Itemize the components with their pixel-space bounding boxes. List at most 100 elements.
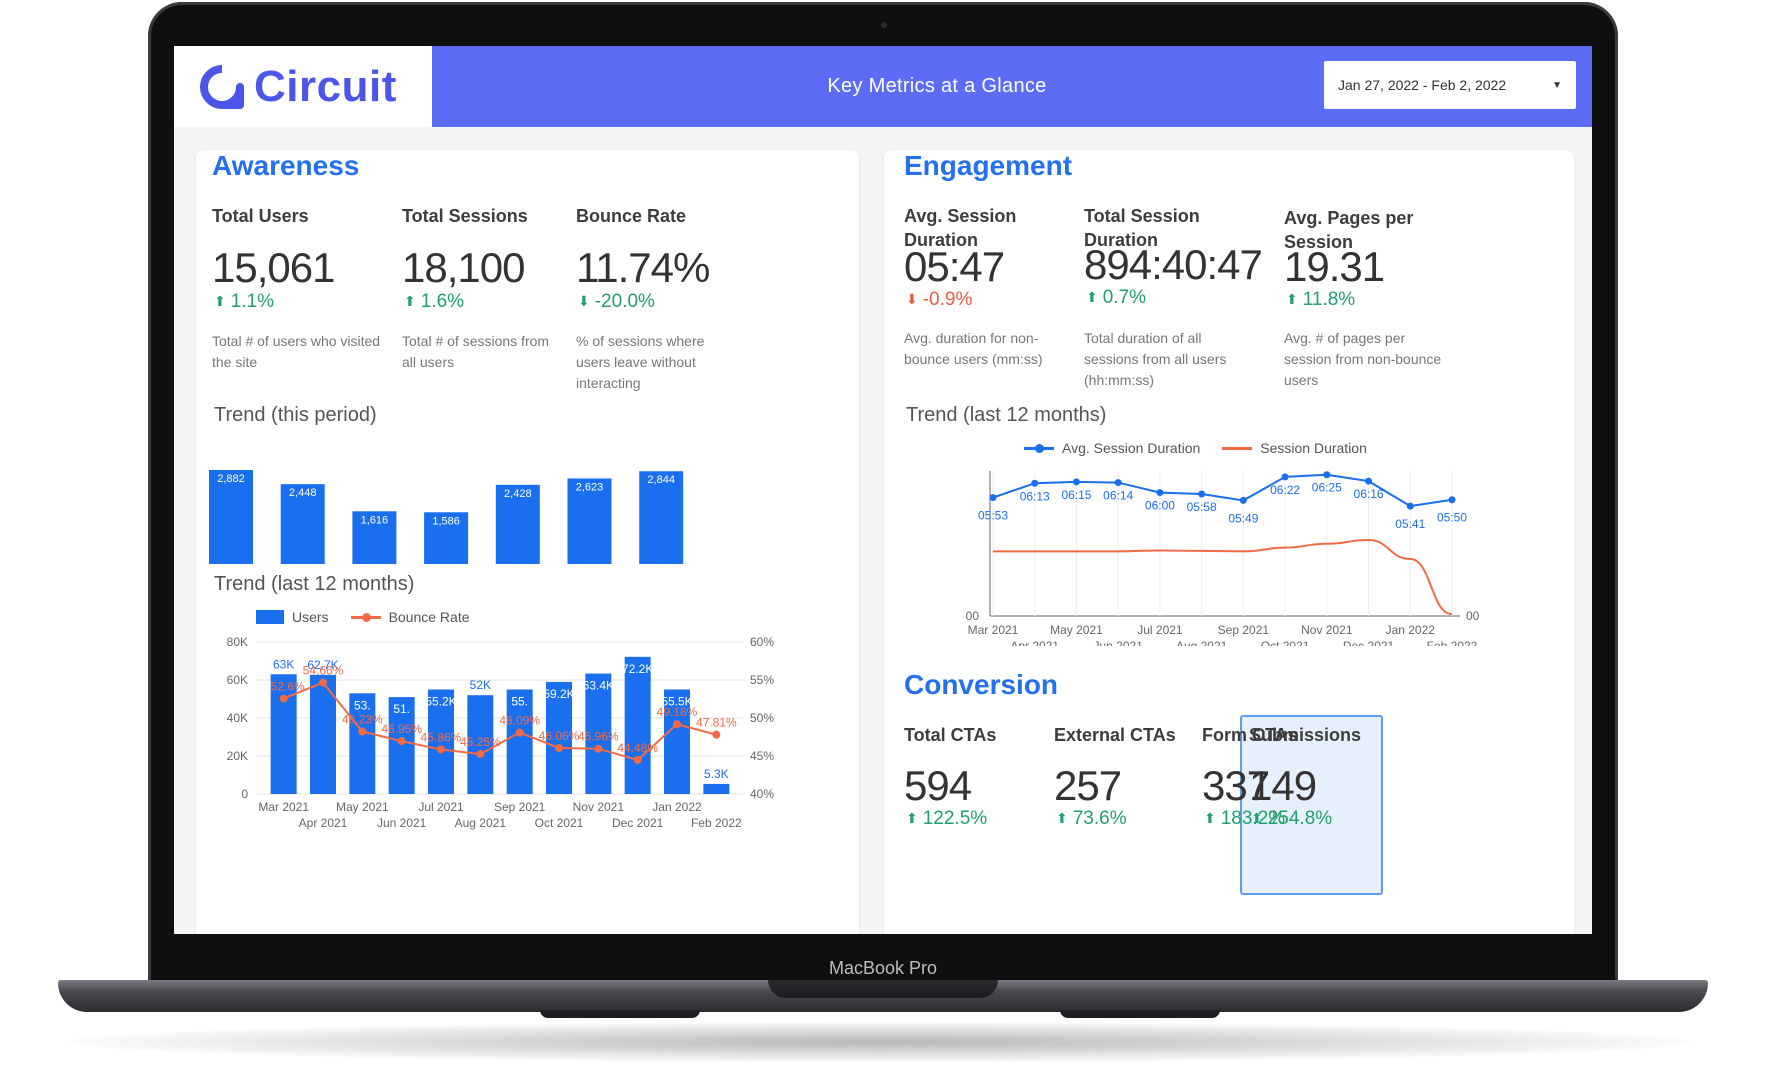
total-ctas-change: ⬆ 122.5% <box>906 808 987 830</box>
engagement-trend-title: Trend (last 12 months) <box>906 404 1107 426</box>
arrow-up-icon: ⬆ <box>404 293 416 309</box>
users-bar-label: 72.2K <box>622 662 653 676</box>
users-bar <box>624 656 651 794</box>
arrow-up-icon: ⬆ <box>906 810 918 826</box>
avg-session-duration-label: 05:49 <box>1228 511 1258 525</box>
submissions-change-value: 254.8% <box>1267 808 1333 829</box>
date-range-value: Jan 27, 2022 - Feb 2, 2022 <box>1338 77 1507 93</box>
x-tick-label: Apr 2021 <box>1010 639 1059 646</box>
period-bar <box>209 470 253 564</box>
y2-tick-label: 45% <box>750 749 774 763</box>
engagement-title: Engagement <box>904 150 1073 181</box>
x-tick-label: Oct 2021 <box>1261 639 1310 646</box>
legend-users-swatch <box>256 610 284 624</box>
avg-session-duration-point <box>1281 473 1289 481</box>
users-bar-label: 63K <box>273 657 294 671</box>
x-tick-label: Sep 2021 <box>494 800 546 814</box>
avg-session-duration-change-value: -0.9% <box>922 289 973 310</box>
avg-session-duration-change: ⬇ -0.9% <box>906 289 972 311</box>
bounce-rate-point <box>555 743 563 752</box>
date-range-picker[interactable]: Jan 27, 2022 - Feb 2, 2022 ▼ <box>1324 61 1576 109</box>
total-users-change-value: 1.1% <box>230 291 275 312</box>
y-tick-label: 80K <box>227 635 248 649</box>
form-ctas-change-value: 183.2% <box>1220 808 1286 829</box>
x-tick-label: Jun 2021 <box>1093 639 1143 646</box>
x-tick-label: Sep 2021 <box>1218 623 1270 637</box>
avg-session-duration-point <box>1072 478 1080 486</box>
dashboard-header: Circuit Key Metrics at a Glance Jan 27, … <box>174 46 1592 127</box>
avg-session-duration-label: 05:53 <box>978 509 1008 523</box>
y2-tick-label: 60% <box>750 635 774 649</box>
users-bar <box>467 695 494 794</box>
x-tick-label: Nov 2021 <box>573 800 625 814</box>
y-left-tick: 00 <box>966 609 980 623</box>
total-session-duration-change: ⬆ 0.7% <box>1086 287 1146 309</box>
arrow-down-icon: ⬇ <box>578 293 590 309</box>
users-bar <box>703 783 730 794</box>
total-sessions-value: 18,100 <box>402 244 525 291</box>
laptop-notch <box>768 980 998 998</box>
period-bar-label: 1,586 <box>432 515 460 527</box>
bounce-rate-change-value: -20.0% <box>594 291 655 312</box>
users-bar-label: 51. <box>393 702 410 716</box>
legend-avg-duration-label: Avg. Session Duration <box>1062 440 1201 456</box>
external-ctas-change: ⬆ 73.6% <box>1056 808 1127 830</box>
x-tick-label: Dec 2021 <box>1343 639 1395 646</box>
users-bar-label: 62.7K <box>307 658 338 672</box>
legend-users-label: Users <box>292 609 329 625</box>
dashboard-screen: Circuit Key Metrics at a Glance Jan 27, … <box>174 46 1592 934</box>
avg-session-duration-label: 05:41 <box>1395 517 1425 531</box>
submissions-value: 149 <box>1249 762 1317 809</box>
form-ctas-label: Form CTAs <box>1202 725 1298 745</box>
users-bar <box>546 681 572 794</box>
bounce-rate-point <box>319 678 327 687</box>
awareness-title: Awareness <box>212 150 360 181</box>
y2-tick-label: 55% <box>750 673 774 687</box>
submissions-label: Submissions <box>1249 725 1362 745</box>
bounce-rate-label: 49.18% <box>657 705 698 719</box>
bounce-rate-change: ⬇ -20.0% <box>578 291 655 313</box>
period-bar-label: 2,882 <box>217 473 245 485</box>
avg-session-duration-label: 06:13 <box>1020 489 1050 503</box>
avg-session-duration-label: 06:15 <box>1061 488 1091 502</box>
avg-session-duration-point <box>1406 502 1414 510</box>
avg-session-duration-value: 05:47 <box>904 243 1005 290</box>
laptop-shadow <box>70 1022 1690 1062</box>
x-tick-label: Aug 2021 <box>1176 639 1228 646</box>
y-tick-label: 60K <box>227 673 248 687</box>
users-bar <box>349 693 376 794</box>
bounce-rate-label: 46.06% <box>539 729 580 743</box>
total-ctas-value: 594 <box>904 762 972 809</box>
logo-text: Circuit <box>254 61 397 111</box>
period-bar <box>495 484 540 564</box>
bounce-rate-point <box>397 737 406 746</box>
x-tick-label: Jul 2021 <box>1137 623 1183 637</box>
legend-users: Users <box>256 609 329 625</box>
avg-session-duration-point <box>1365 477 1373 485</box>
avg-session-duration-point <box>1239 496 1247 504</box>
submissions-highlight[interactable] <box>1240 715 1383 895</box>
users-bar <box>506 689 533 794</box>
x-tick-label: May 2021 <box>1050 623 1103 637</box>
total-sessions-change: ⬆ 1.6% <box>404 291 464 313</box>
total-session-duration-desc: Total duration of all sessions from all … <box>1084 330 1227 388</box>
external-ctas-change-value: 73.6% <box>1072 808 1127 829</box>
y-tick-label: 0 <box>241 787 248 801</box>
avg-session-duration-point <box>1114 479 1122 487</box>
laptop-foot-right <box>1060 1010 1220 1018</box>
x-tick-label: Oct 2021 <box>535 816 584 830</box>
trend-period-title: Trend (this period) <box>214 404 377 426</box>
avg-session-duration-label: 05:50 <box>1437 511 1467 525</box>
laptop-foot-left <box>540 1010 700 1018</box>
arrow-up-icon: ⬆ <box>214 293 226 309</box>
legend-avg-duration-line <box>1024 443 1054 453</box>
period-bar-label: 2,428 <box>504 488 532 500</box>
bounce-rate-line <box>283 681 717 762</box>
total-users-label: Total Users <box>212 206 309 226</box>
x-tick-label: Jan 2022 <box>1386 623 1436 637</box>
legend-bounce-label: Bounce Rate <box>388 609 470 625</box>
users-bar-label: 55. <box>511 695 528 709</box>
external-ctas-value: 257 <box>1054 762 1122 809</box>
total-ctas-change-value: 122.5% <box>922 808 988 829</box>
arrow-up-icon: ⬆ <box>1251 810 1263 826</box>
